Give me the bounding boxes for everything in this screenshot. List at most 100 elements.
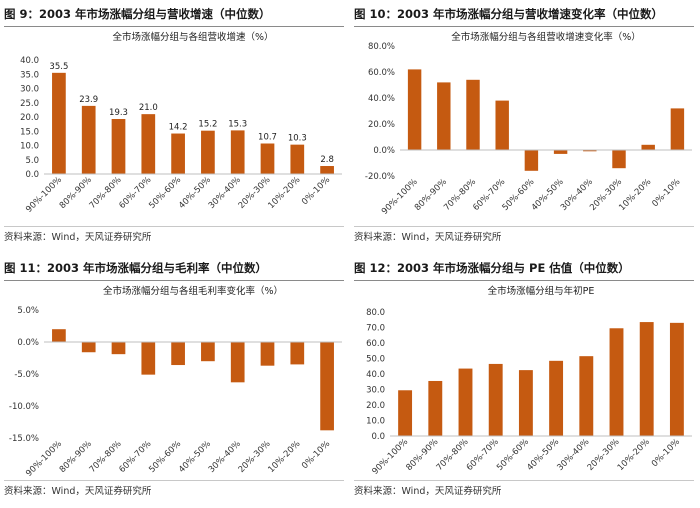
x-tick-label: 90%-100% <box>24 175 64 215</box>
title-rule <box>4 280 344 281</box>
bar <box>141 342 156 375</box>
bar <box>52 329 66 342</box>
y-tick-label: 40.0 <box>366 370 385 380</box>
y-tick-label: 60.0% <box>368 68 395 78</box>
chart-title: 全市场涨幅分组与年初PE <box>488 285 595 297</box>
data-label: 35.5 <box>49 62 68 72</box>
y-tick-label: 30.0 <box>20 85 39 95</box>
data-label: 19.3 <box>109 108 128 118</box>
y-tick-label: -10.0% <box>9 402 39 412</box>
bar <box>260 342 275 366</box>
bar <box>141 114 156 174</box>
bar <box>670 108 685 150</box>
bar <box>398 390 413 436</box>
bar <box>230 130 245 174</box>
y-tick-label: 20.0 <box>20 113 39 123</box>
source-note: 资料来源：Wind，天风证券研究所 <box>354 486 502 497</box>
x-tick-label: 90%-100% <box>24 439 64 479</box>
panel-title: 图 9：2003 年市场涨幅分组与营收增速（中位数） <box>4 7 271 21</box>
bar <box>609 328 624 436</box>
y-tick-label: 5.0% <box>17 306 39 316</box>
chart-title: 全市场涨幅分组与各组毛利率变化率（%） <box>103 285 283 297</box>
y-tick-label: 40.0 <box>20 56 39 66</box>
bar <box>458 368 473 436</box>
title-rule <box>354 26 694 27</box>
bar <box>553 150 568 154</box>
bar <box>437 82 451 150</box>
x-tick-label: 10%-20% <box>266 439 302 475</box>
data-label: 10.7 <box>258 133 277 143</box>
bar <box>407 69 422 150</box>
y-tick-label: 60.0 <box>366 339 385 349</box>
y-tick-label: -20.0% <box>365 172 395 182</box>
bar <box>641 144 655 150</box>
data-label: 14.2 <box>169 123 188 133</box>
y-tick-label: 80.0% <box>368 42 395 52</box>
y-tick-label: 80.0 <box>366 308 385 318</box>
y-tick-label: -15.0% <box>9 434 39 444</box>
bar <box>230 342 245 383</box>
bar <box>612 150 626 169</box>
x-tick-label: 10%-20% <box>266 175 302 211</box>
bar <box>81 342 96 353</box>
bar-chart-revenue-growth-change: 全市场涨幅分组与各组营收增速变化率（%） -20.0% 0.0% 20.0% 40.0%… <box>365 31 692 217</box>
x-tick-label: 0%-10% <box>650 437 682 469</box>
bar <box>320 342 334 431</box>
source-rule <box>354 226 694 227</box>
source-rule <box>4 480 344 481</box>
bar <box>549 360 564 436</box>
bar <box>201 342 215 362</box>
data-label: 15.2 <box>198 120 217 130</box>
bar <box>290 342 305 365</box>
x-tick-label: 90%-100% <box>380 177 420 217</box>
y-tick-label: 0.0 <box>25 170 39 180</box>
y-tick-label: 30.0 <box>366 386 385 396</box>
bar <box>428 380 443 436</box>
bar <box>111 342 126 355</box>
y-tick-label: 40.0% <box>368 94 395 104</box>
bar <box>290 144 305 174</box>
bar <box>320 166 334 174</box>
bar <box>260 143 275 174</box>
panel-fig9: 图 9：2003 年市场涨幅分组与营收增速（中位数） 全市场涨幅分组与各组营收增… <box>0 0 350 254</box>
x-tick-label: 0%-10% <box>300 175 332 207</box>
bar <box>579 356 594 436</box>
source-note: 资料来源：Wind，天风证券研究所 <box>354 232 502 243</box>
y-tick-label: 70.0 <box>366 324 385 334</box>
panel-title: 图 12：2003 年市场涨幅分组与 PE 估值（中位数） <box>354 261 630 275</box>
bar-chart-initial-pe: 全市场涨幅分组与年初PE 0.0 10.0 20.0 30.0 40.0 50.0 60.0 7… <box>366 285 692 477</box>
bar-chart-revenue-growth: 全市场涨幅分组与各组营收增速（%） 0.0 5.0 10.0 15.0 20.0 25.0 3… <box>20 31 342 215</box>
x-tick-label: 0%-10% <box>300 439 332 471</box>
source-rule <box>354 480 694 481</box>
bar <box>488 363 503 436</box>
panel-fig10: 图 10：2003 年市场涨幅分组与营收增速变化率（中位数） 全市场涨幅分组与各… <box>350 0 700 254</box>
x-tick-label: 10%-20% <box>617 177 653 213</box>
panel-title: 图 10：2003 年市场涨幅分组与营收增速变化率（中位数） <box>354 7 664 21</box>
x-tick-label: 0%-10% <box>650 177 682 209</box>
bar <box>669 322 684 436</box>
bar <box>171 133 185 174</box>
bar <box>111 118 126 174</box>
source-rule <box>4 226 344 227</box>
panel-title: 图 11：2003 年市场涨幅分组与毛利率（中位数） <box>4 261 268 275</box>
y-tick-label: 5.0 <box>25 156 39 166</box>
title-rule <box>4 26 344 27</box>
y-tick-label: 50.0 <box>366 355 385 365</box>
source-note: 资料来源：Wind，天风证券研究所 <box>4 232 152 243</box>
y-tick-label: 10.0 <box>366 417 385 427</box>
y-tick-label: 20.0 <box>366 401 385 411</box>
panel-fig12: 图 12：2003 年市场涨幅分组与 PE 估值（中位数） 全市场涨幅分组与年初… <box>350 254 700 508</box>
data-label: 2.8 <box>320 155 334 165</box>
bar <box>201 130 215 174</box>
bar <box>81 105 96 174</box>
bar <box>466 79 480 150</box>
bar <box>639 322 654 436</box>
bar <box>524 150 539 171</box>
data-label: 23.9 <box>79 95 98 105</box>
y-tick-label: 15.0 <box>20 127 39 137</box>
y-tick-label: -5.0% <box>14 370 39 380</box>
chart-title: 全市场涨幅分组与各组营收增速变化率（%） <box>451 31 641 43</box>
bar <box>171 342 185 366</box>
panel-fig11: 图 11：2003 年市场涨幅分组与毛利率（中位数） 全市场涨幅分组与各组毛利率… <box>0 254 350 508</box>
data-label: 10.3 <box>288 134 307 144</box>
